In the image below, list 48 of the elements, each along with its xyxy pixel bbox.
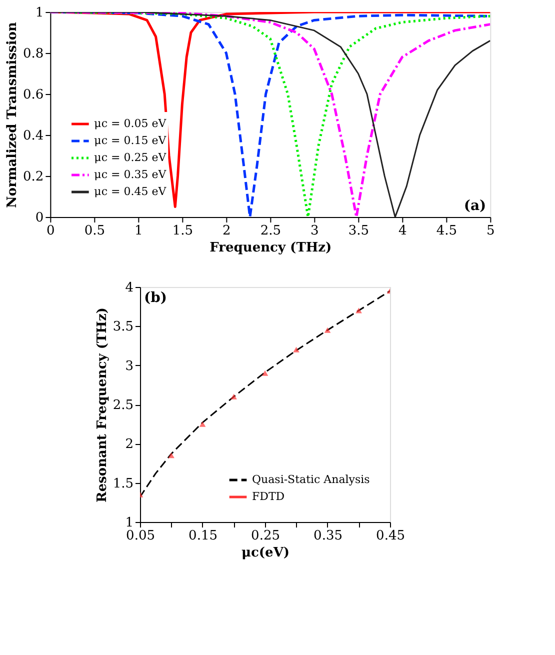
x-tick-label: 4.5: [436, 224, 458, 238]
legend-label: μc = 0.15 eV: [94, 134, 168, 147]
y-axis-title: Normalized Transmission: [5, 22, 20, 208]
x-tick-label: 0.5: [84, 224, 106, 238]
y-tick-label: 0: [35, 210, 44, 226]
x-tick-label: 0.35: [314, 528, 342, 544]
legend-label: FDTD: [252, 490, 285, 503]
y-tick-label: 1: [35, 6, 44, 20]
x-tick-label: 2: [222, 224, 231, 238]
y-tick-label: 4: [125, 280, 134, 296]
annotation: (b): [144, 290, 168, 306]
x-tick-label: 3.5: [348, 224, 370, 238]
x-tick-label: 5: [486, 224, 495, 238]
y-tick-label: 0.8: [22, 46, 44, 62]
x-tick-label: 2.5: [260, 224, 282, 238]
y-tick-label: 2: [125, 437, 134, 452]
x-tick-label: 0.15: [188, 528, 218, 544]
x-tick-label: 0.25: [251, 528, 280, 544]
x-tick-label: 0: [46, 224, 55, 238]
point: [324, 327, 331, 333]
legend-label: μc = 0.45 eV: [94, 185, 168, 198]
legend-label: μc = 0.05 eV: [94, 117, 168, 130]
y-tick-label: 0.2: [22, 170, 44, 184]
legend-label: μc = 0.35 eV: [94, 168, 168, 181]
legend-label: Quasi-Static Analysis: [252, 473, 370, 486]
y-tick-label: 0.6: [22, 88, 44, 102]
annotation: (a): [464, 198, 486, 214]
point: [230, 394, 237, 400]
x-tick-label: 4: [398, 224, 407, 238]
x-tick-label: 0.05: [126, 528, 155, 544]
point: [356, 308, 362, 314]
x-tick-label: 1.5: [172, 224, 194, 238]
y-axis-title: Resonant Frequency (THz): [94, 308, 110, 502]
y-tick-label: 2.5: [112, 398, 134, 413]
point: [168, 452, 174, 458]
point: [199, 421, 206, 427]
y-tick-label: 1: [125, 516, 134, 530]
legend-label: μc = 0.25 eV: [94, 151, 168, 164]
point: [293, 346, 300, 352]
x-axis-title: Frequency (THz): [210, 240, 332, 256]
x-tick-label: 3: [310, 224, 319, 238]
y-tick-label: 1.5: [112, 476, 134, 492]
x-tick-label: 0.45: [376, 528, 405, 544]
point: [262, 370, 268, 376]
y-tick-label: 0.4: [22, 128, 44, 144]
x-axis-title: μc(eV): [241, 546, 290, 560]
y-tick-label: 3: [125, 358, 134, 374]
y-tick-label: 3.5: [112, 320, 134, 335]
